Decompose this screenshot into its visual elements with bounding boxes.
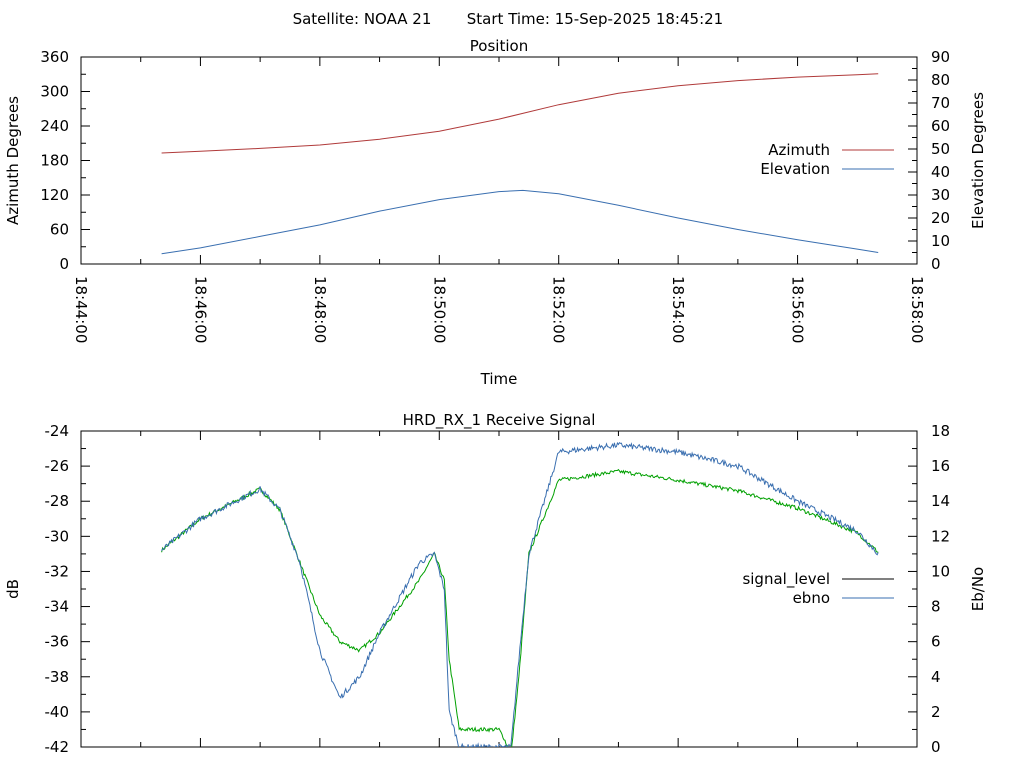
y2-tick-label: 14 bbox=[931, 492, 950, 510]
y2-tick-label: 40 bbox=[931, 163, 950, 181]
x-tick-label: 18:50:00 bbox=[430, 276, 448, 343]
x-tick-label: 18:58:00 bbox=[908, 276, 926, 343]
y-tick-label: -42 bbox=[45, 738, 70, 756]
y2-tick-label: 12 bbox=[931, 527, 950, 545]
y-axis-label: dB bbox=[4, 579, 22, 599]
y2-tick-label: 4 bbox=[931, 668, 941, 686]
legend-label-azimuth: Azimuth bbox=[768, 141, 830, 159]
y2-tick-label: 70 bbox=[931, 94, 950, 112]
y2-tick-label: 10 bbox=[931, 562, 950, 580]
y2-tick-label: 90 bbox=[931, 48, 950, 66]
y-tick-label: 0 bbox=[59, 255, 69, 273]
y2-tick-label: 16 bbox=[931, 457, 950, 475]
y-tick-label: -40 bbox=[45, 703, 70, 721]
legend-label-signal_level: signal_level bbox=[742, 570, 830, 589]
y-tick-label: -34 bbox=[45, 598, 70, 616]
position-plot: Position 18:44:00 18:46:00 18:48:00 18:50:00… bbox=[4, 37, 987, 388]
y-tick-label: -30 bbox=[45, 527, 70, 545]
x-tick-label: 18:48:00 bbox=[311, 276, 329, 343]
y2-tick-label: 10 bbox=[931, 232, 950, 250]
y-tick-label: -28 bbox=[45, 492, 70, 510]
y2-tick-label: 18 bbox=[931, 422, 950, 440]
y-tick-label: -36 bbox=[45, 633, 70, 651]
series-line-ebno bbox=[161, 441, 879, 747]
y-tick-label: 300 bbox=[40, 83, 69, 101]
plot-title: HRD_RX_1 Receive Signal bbox=[403, 411, 596, 430]
y-tick-label: 360 bbox=[40, 48, 69, 66]
y2-tick-label: 20 bbox=[931, 209, 950, 227]
x-tick-label: 18:44:00 bbox=[72, 276, 90, 343]
plot-title: Position bbox=[470, 37, 528, 55]
y-tick-label: 240 bbox=[40, 117, 69, 135]
receive-signal-plot: HRD_RX_1 Receive Signal -42 -40 -38 -36 -34 -3… bbox=[4, 411, 987, 756]
y2-tick-label: 50 bbox=[931, 140, 950, 158]
start-time-label: Start Time: 15-Sep-2025 18:45:21 bbox=[467, 10, 723, 28]
y2-tick-label: 0 bbox=[931, 255, 941, 273]
y-axis-label: Azimuth Degrees bbox=[4, 96, 22, 225]
series-line-azimuth bbox=[161, 73, 879, 154]
x-tick-label: 18:52:00 bbox=[550, 276, 568, 343]
y2-axis-label: Eb/No bbox=[969, 567, 987, 611]
satellite-label: Satellite: NOAA 21 bbox=[293, 10, 432, 28]
x-axis-label: Time bbox=[480, 370, 518, 388]
y-tick-label: -24 bbox=[45, 422, 70, 440]
y2-tick-label: 30 bbox=[931, 186, 950, 204]
x-tick-label: 18:54:00 bbox=[669, 276, 687, 343]
x-tick-label: 18:56:00 bbox=[789, 276, 807, 343]
legend-label-elevation: Elevation bbox=[760, 160, 830, 178]
y2-tick-label: 8 bbox=[931, 598, 941, 616]
y2-tick-label: 2 bbox=[931, 703, 941, 721]
y2-axis-label: Elevation Degrees bbox=[969, 92, 987, 229]
y-tick-label: 180 bbox=[40, 152, 69, 170]
legend-label-ebno: ebno bbox=[793, 589, 830, 607]
y2-tick-label: 60 bbox=[931, 117, 950, 135]
y-tick-label: 120 bbox=[40, 186, 69, 204]
x-tick-label: 18:46:00 bbox=[191, 276, 209, 343]
y2-tick-label: 80 bbox=[931, 71, 950, 89]
series-line-elevation bbox=[161, 189, 879, 255]
y-tick-label: 60 bbox=[50, 221, 69, 239]
y-tick-label: -32 bbox=[45, 562, 70, 580]
y2-tick-label: 6 bbox=[931, 633, 941, 651]
y2-tick-label: 0 bbox=[931, 738, 941, 756]
y-tick-label: -26 bbox=[45, 457, 70, 475]
y-tick-label: -38 bbox=[45, 668, 70, 686]
series-line-signal_level bbox=[161, 468, 879, 747]
